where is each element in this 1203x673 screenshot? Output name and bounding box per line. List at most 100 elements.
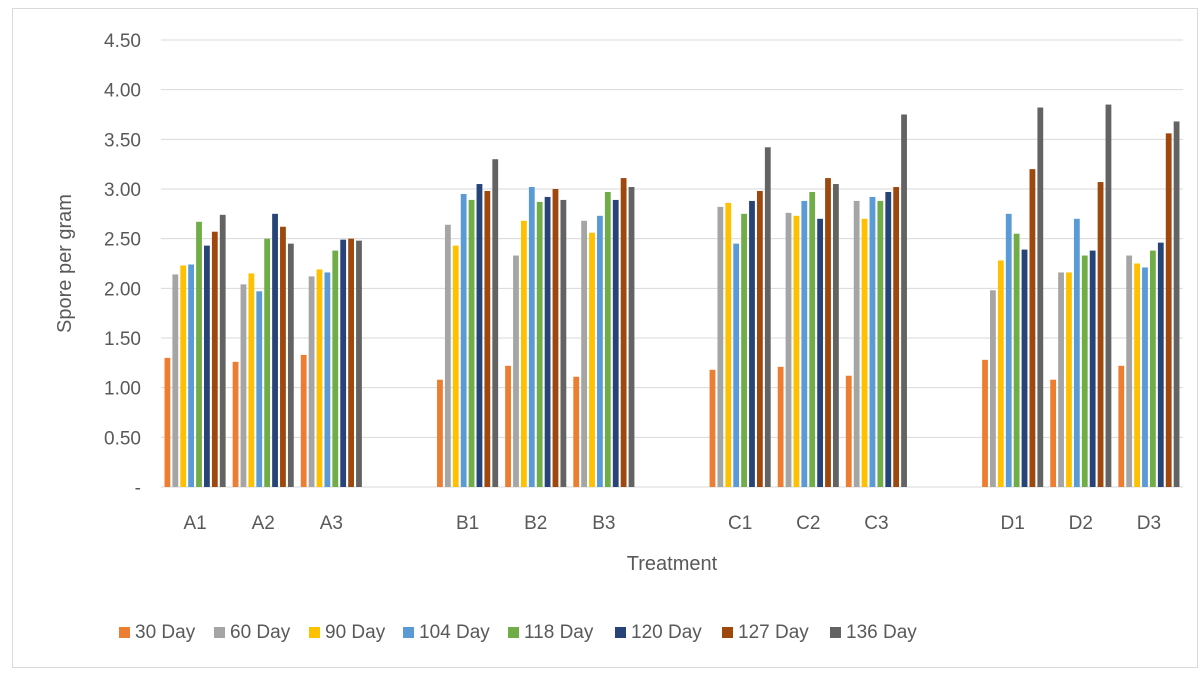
bar [785,212,792,487]
bar [612,199,619,487]
x-tick-label: B2 [524,513,547,534]
x-axis-label: Treatment [627,553,718,575]
bar [444,224,451,487]
bar [180,265,187,487]
bar [733,243,740,487]
bar [437,379,443,487]
bar [628,187,635,487]
y-axis-label: Spore per gram [54,194,76,333]
y-tick-label: 1.50 [104,329,141,350]
bar [211,231,218,487]
x-tick-label: C3 [864,513,888,534]
bar [468,199,475,487]
bar [476,184,483,488]
bar [809,191,816,488]
bar [240,284,247,487]
x-tick-label: D3 [1137,513,1161,534]
y-tick-label: - [135,478,141,499]
bar [1126,255,1133,487]
legend-swatch [309,627,320,638]
bar [1173,121,1180,487]
legend-label: 90 Day [325,622,386,643]
legend: 30 Day 60 Day 90 Day 104 Day 118 Day 120 Day 1… [119,622,917,643]
bar [264,238,271,487]
bar [1013,233,1020,487]
bar [581,220,588,487]
bars [164,104,1180,488]
legend-label: 127 Day [738,622,809,643]
bar [982,359,988,487]
bar [232,361,239,487]
legend-swatch [508,627,519,638]
bar [877,200,884,488]
legend-label: 120 Day [631,622,702,643]
y-tick-label: 4.00 [104,81,141,102]
y-tick-label: 0.50 [104,428,141,449]
x-tick-label: D1 [1001,513,1025,534]
bar [520,220,527,487]
legend-swatch [615,627,626,638]
legend-swatch [214,627,225,638]
legend-label: 30 Day [135,622,196,643]
bar [460,193,467,487]
bar [513,255,519,487]
bar [287,243,294,487]
legend-swatch [119,627,130,638]
bar [1050,379,1057,487]
x-tick-label: D2 [1069,513,1093,534]
legend-label: 104 Day [419,622,490,643]
bar [280,226,286,487]
bar [1037,107,1044,488]
bar [1157,242,1164,487]
bar [589,232,595,487]
bar [560,199,567,487]
bar [817,218,824,488]
bar [492,159,499,487]
legend-swatch [722,627,733,638]
bar [300,354,307,487]
bar [188,264,195,487]
x-tick-label: B1 [456,513,479,534]
bar [164,357,171,487]
legend-swatch [830,627,841,638]
bar [756,190,763,487]
legend-label: 136 Day [846,622,917,643]
bar [172,274,179,487]
bar [597,215,603,487]
bar [340,239,347,487]
bar [869,196,876,488]
bar [484,190,491,487]
bar [777,366,784,487]
bar [709,369,716,487]
bar [1073,218,1080,488]
bar [853,200,860,488]
x-tick-label: C2 [796,513,820,534]
bar [725,202,732,487]
bar [348,238,354,487]
x-tick-label: A1 [183,513,206,534]
x-tick-label: A3 [320,513,343,534]
bar [1142,267,1148,487]
bar [801,200,808,488]
bar [885,191,892,488]
bar [356,240,362,487]
x-tick-label: A2 [252,513,275,534]
legend-label: 118 Day [524,622,594,643]
bar [749,200,755,488]
bar-chart: - 0.50 1.00 1.50 2.00 2.50 3.00 3.50 4.00 4.50 A1… [54,31,1183,643]
bar [552,189,559,487]
bar [604,191,611,488]
bar [1021,249,1028,487]
bar [1149,250,1156,487]
bar [332,250,339,487]
bar [1029,169,1036,487]
bar [901,114,907,487]
bar [1089,250,1096,487]
y-tick-label: 2.50 [104,230,141,251]
bar [272,213,278,488]
bar [620,178,627,487]
legend-label: 60 Day [230,622,291,643]
bar [1165,133,1172,487]
bar [990,290,996,487]
gridlines [161,39,1183,488]
